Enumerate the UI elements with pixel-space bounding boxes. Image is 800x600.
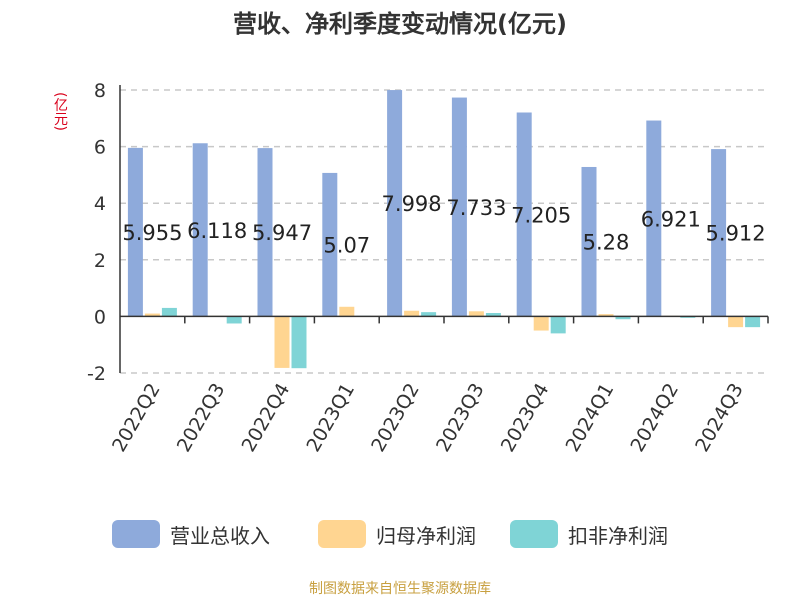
data-label: 5.955 [122,221,182,245]
bar-deducted-profit [745,316,761,328]
bar-net-profit [339,306,355,317]
legend-label-revenue: 营业总收入 [170,523,270,548]
bar-revenue [516,112,532,317]
legend-swatch-deducted-profit [510,520,558,548]
bar-net-profit [274,316,290,368]
bar-net-profit [728,316,744,328]
bar-net-profit [533,316,549,331]
y-tick-label: 0 [94,306,106,328]
data-label: 5.912 [706,222,766,246]
y-axis-unit-label: (亿元) [52,92,68,131]
x-tick-label: 2023Q3 [432,380,489,456]
y-tick-label: 6 [94,137,106,159]
bar-revenue [581,166,597,317]
data-label: 6.118 [187,219,247,243]
data-label: 5.07 [323,234,370,258]
y-tick-label: 2 [94,250,106,272]
x-tick-label: 2024Q2 [626,380,683,456]
data-label: 5.947 [252,221,312,245]
bar-revenue [451,97,467,317]
bar-net-profit [598,314,614,317]
bar-net-profit [404,310,420,317]
x-tick-label: 2024Q3 [691,380,748,456]
legend-item-net-profit[interactable]: 归母净利润 [318,518,476,550]
legend-swatch-net-profit [318,520,366,548]
y-tick-label: 8 [94,80,106,102]
bar-deducted-profit [485,313,501,317]
bar-deducted-profit [291,316,307,369]
legend-swatch-revenue [112,520,160,548]
bar-deducted-profit [550,316,566,334]
x-tick-label: 2023Q2 [367,380,424,456]
x-tick-label: 2022Q3 [173,380,230,456]
bar-revenue [711,149,727,317]
bar-deducted-profit [161,307,177,317]
y-tick-label: -2 [87,363,106,385]
data-label: 5.28 [583,231,630,255]
data-label: 6.921 [641,207,701,231]
bar-revenue [322,172,338,317]
x-tick-label: 2023Q1 [302,380,359,456]
legend-item-deducted-profit[interactable]: 扣非净利润 [510,518,668,550]
bar-revenue [387,90,403,317]
bar-revenue [257,148,273,317]
bar-revenue [127,147,143,317]
x-tick-label: 2024Q1 [562,380,619,456]
x-tick-label: 2022Q2 [108,380,165,456]
bar-net-profit [144,313,160,317]
data-label: 7.205 [511,203,571,227]
bar-net-profit [468,311,484,317]
bar-deducted-profit [615,316,631,320]
legend-item-revenue[interactable]: 营业总收入 [112,518,270,550]
chart-title: 营收、净利季度变动情况(亿元) [233,10,567,38]
legend-label-deducted-profit: 扣非净利润 [568,523,668,548]
legend-label-net-profit: 归母净利润 [376,523,476,548]
x-tick-label: 2023Q4 [497,380,554,456]
data-source-note: 制图数据来自恒生聚源数据库 [309,581,491,597]
data-label: 7.998 [382,192,442,216]
bar-revenue [192,143,208,317]
bar-revenue [646,120,662,317]
y-tick-label: 4 [94,193,106,215]
x-tick-label: 2022Q4 [238,380,295,456]
data-label: 7.733 [446,196,506,220]
bar-deducted-profit [226,316,242,324]
bar-deducted-profit [421,312,437,317]
